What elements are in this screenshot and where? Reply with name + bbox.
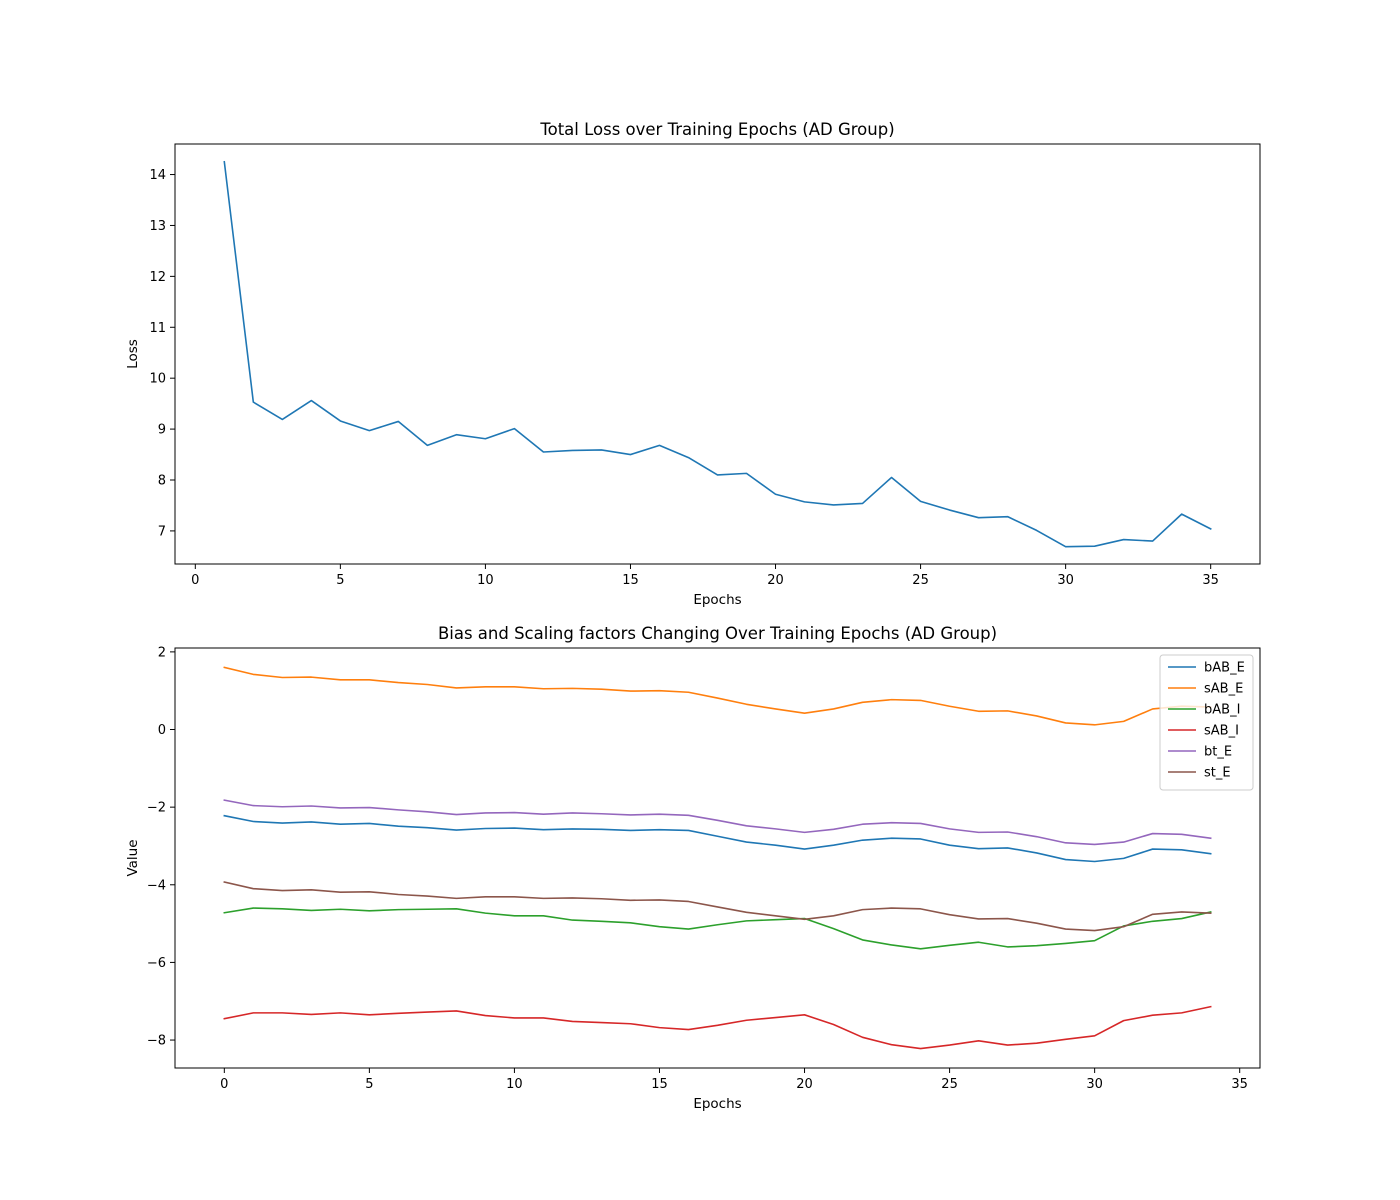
legend-label: st_E <box>1204 766 1231 781</box>
legend-label: sAB_I <box>1204 724 1239 739</box>
loss-series-line-0 <box>223 160 1212 548</box>
loss-x-axis-label: Epochs <box>693 592 741 608</box>
factors-x-tick-label: 15 <box>651 1077 668 1092</box>
legend-label: bAB_E <box>1204 661 1245 676</box>
factors-series-line-bab-i <box>223 907 1212 950</box>
factors-chart-title: Bias and Scaling factors Changing Over T… <box>438 624 997 643</box>
legend-label: sAB_E <box>1204 682 1243 697</box>
loss-y-tick-label: 10 <box>149 372 166 387</box>
legend-label: bAB_I <box>1204 703 1240 718</box>
loss-y-tick-label: 12 <box>149 270 166 285</box>
factors-series-line-sab-e <box>223 666 1212 726</box>
loss-x-tick-label: 35 <box>1202 573 1219 588</box>
factors-legend: bAB_E sAB_E bAB_I sAB_I bt_E st_E <box>1159 654 1254 791</box>
loss-chart: Total Loss over Training Epochs (AD Grou… <box>125 120 1261 608</box>
factors-x-tick-label: 5 <box>365 1077 373 1092</box>
loss-x-tick-label: 25 <box>912 573 929 588</box>
factors-series-line-sab-i <box>223 1005 1212 1050</box>
factors-series-line-bab-e <box>223 814 1212 863</box>
factors-plot-frame <box>174 647 1261 1069</box>
factors-y-tick-label: −4 <box>147 878 166 893</box>
loss-y-tick-label: 7 <box>158 524 166 539</box>
factors-x-tick-label: 35 <box>1231 1077 1248 1092</box>
loss-y-tick-label: 8 <box>158 474 166 489</box>
loss-x-tick-label: 30 <box>1057 573 1074 588</box>
loss-y-tick-label: 9 <box>158 423 166 438</box>
loss-y-tick-label: 11 <box>149 321 166 336</box>
factors-chart: Bias and Scaling factors Changing Over T… <box>125 624 1261 1112</box>
factors-series-line-st-e <box>223 881 1212 932</box>
factors-y-tick-label: 2 <box>158 645 166 660</box>
factors-x-tick-label: 20 <box>796 1077 813 1092</box>
factors-y-tick-label: −2 <box>147 801 166 816</box>
loss-y-tick-label: 14 <box>149 168 166 183</box>
loss-x-tick-label: 0 <box>191 573 199 588</box>
loss-plot-frame <box>174 143 1261 565</box>
loss-x-tick-label: 10 <box>477 573 494 588</box>
loss-y-axis-label: Loss <box>125 339 141 369</box>
loss-chart-title: Total Loss over Training Epochs (AD Grou… <box>539 120 894 139</box>
loss-y-tick-label: 13 <box>149 219 166 234</box>
factors-y-tick-label: −6 <box>147 956 166 971</box>
factors-x-tick-label: 10 <box>506 1077 523 1092</box>
loss-x-tick-label: 15 <box>622 573 639 588</box>
loss-x-tick-label: 5 <box>336 573 344 588</box>
factors-y-axis-label: Value <box>125 839 141 876</box>
factors-x-axis-label: Epochs <box>693 1096 741 1112</box>
factors-y-tick-label: −8 <box>147 1034 166 1049</box>
legend-label: bt_E <box>1204 745 1232 760</box>
loss-x-tick-label: 20 <box>767 573 784 588</box>
factors-series-line-bt-e <box>223 799 1212 846</box>
factors-x-tick-label: 0 <box>220 1077 228 1092</box>
factors-y-tick-label: 0 <box>158 723 166 738</box>
factors-x-tick-label: 25 <box>941 1077 958 1092</box>
factors-x-tick-label: 30 <box>1086 1077 1103 1092</box>
